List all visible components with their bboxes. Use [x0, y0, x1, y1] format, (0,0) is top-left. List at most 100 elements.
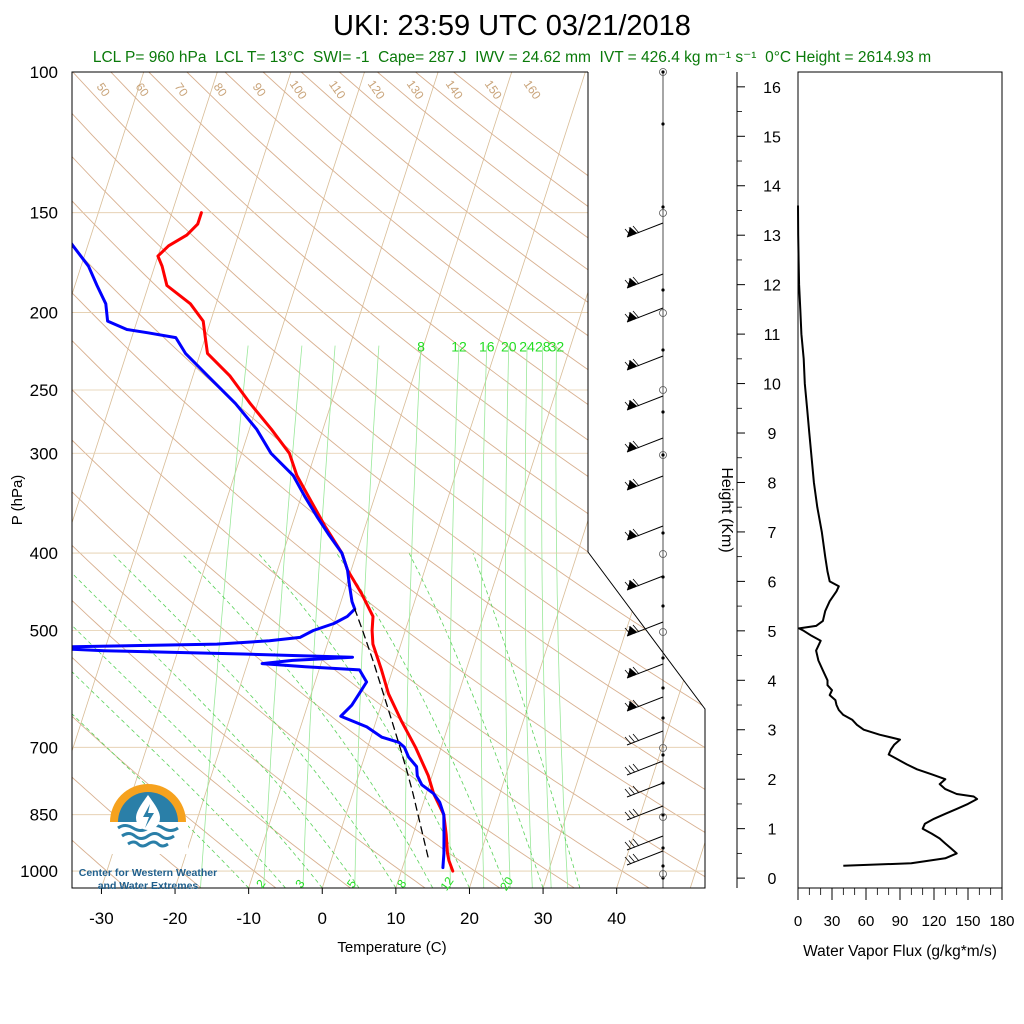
moist-adiabat-line — [408, 552, 544, 888]
wind-level-circle — [659, 550, 667, 558]
moist-adiabat-line — [72, 552, 249, 888]
wind-level-dot — [661, 288, 665, 292]
flux-axis-title: Water Vapor Flux (g/kg*m/s) — [803, 943, 997, 960]
wind-barb-shaft — [626, 307, 664, 323]
flux-tick-label: 60 — [858, 913, 875, 930]
isotherm-line — [395, 72, 660, 888]
pressure-tick-label: 300 — [30, 444, 58, 463]
wind-level-circle — [659, 744, 667, 752]
isotherm-line — [101, 72, 365, 888]
wind-barb-feather — [632, 578, 640, 587]
height-tick-label: 9 — [768, 426, 777, 443]
wind-barb-feather — [624, 856, 632, 865]
wind-barb-shaft — [626, 525, 664, 541]
chart-title: UKI: 23:59 UTC 03/21/2018 — [333, 10, 691, 42]
wind-barb-feather — [624, 581, 632, 590]
moist-adiabat-line — [257, 552, 470, 888]
moist-adiabat-line — [336, 552, 507, 888]
temperature-tick-label: 10 — [386, 909, 405, 928]
chart-subtitle: LCL P= 960 hPa LCL T= 13°C SWI= -1 Cape=… — [0, 48, 1024, 67]
height-tick-label: 5 — [768, 624, 777, 641]
moist-adiabat-line — [72, 552, 286, 888]
flux-profile — [797, 205, 979, 867]
dewpoint-profile — [72, 211, 446, 870]
wind-level-dot — [661, 70, 665, 74]
height-tick-label: 15 — [763, 129, 781, 146]
wind-level-dot — [661, 122, 665, 126]
swi-value: SWI= -1 — [313, 49, 370, 66]
wind-level-circle — [659, 451, 667, 459]
wind-barb-feather — [632, 853, 640, 862]
height-tick-label: 4 — [768, 673, 777, 690]
temperature-tick-label: 30 — [534, 909, 553, 928]
isotherm-line — [764, 72, 1024, 888]
pressure-axis-title: P (hPa) — [9, 475, 26, 526]
flux-tick-label: 120 — [921, 913, 946, 930]
wind-barb-feather — [632, 528, 640, 537]
skewt-clipped-layer — [72, 72, 1024, 888]
mixing-ratio-bottom-label: 12 — [437, 874, 456, 893]
height-tick-label: 11 — [764, 327, 781, 344]
wind-barb-shaft — [626, 395, 664, 411]
wind-barb-feather — [624, 788, 632, 797]
dry-adiabat-line — [148, 72, 705, 888]
wind-level-dot — [661, 876, 665, 880]
wind-barb-shaft — [626, 355, 664, 371]
wind-level-dot — [661, 410, 665, 414]
height-tick-label: 0 — [768, 871, 777, 888]
dry-adiabat-line — [72, 72, 575, 888]
wind-barb-feather — [628, 765, 636, 773]
isotherm-line — [72, 72, 145, 888]
wind-barb-shaft — [626, 730, 664, 746]
wind-barb-feather — [628, 530, 636, 538]
theta-label: 110 — [326, 78, 349, 102]
logo-bolt-icon — [143, 804, 154, 828]
theta-label: 130 — [404, 77, 427, 102]
height-tick-label: 2 — [768, 772, 777, 789]
wind-barb-feather — [632, 666, 640, 675]
wind-barb-shaft — [626, 273, 664, 289]
mixing-ratio-label: 16 — [479, 339, 495, 355]
temperature-tick-label: -20 — [163, 909, 188, 928]
wind-level-dot — [661, 753, 665, 757]
moist-adiabat-line — [72, 552, 360, 888]
wind-barb-feather — [632, 763, 640, 772]
temperature-axis-title: Temperature (C) — [337, 939, 446, 956]
flux-tick-label: 30 — [824, 913, 841, 930]
height-tick-label: 13 — [763, 228, 781, 245]
dry-adiabat-line — [72, 72, 705, 888]
wind-level-circle — [659, 309, 667, 317]
mixing-ratio-line — [504, 345, 511, 888]
wind-barb-feather — [624, 669, 632, 678]
wind-barb-feather — [632, 440, 640, 449]
logo-text-line1: Center for Western Weather — [79, 867, 217, 879]
dry-adiabat-line — [72, 72, 202, 888]
wind-barb-feather — [628, 810, 636, 818]
wind-barb-feather — [632, 276, 640, 285]
wind-barb-shaft — [626, 663, 664, 679]
mixing-ratio-line — [200, 345, 249, 888]
wind-barb-shaft — [626, 475, 664, 491]
flux-tick-label: 0 — [794, 913, 802, 930]
theta-label: 150 — [482, 77, 505, 102]
pressure-tick-label: 150 — [30, 204, 58, 223]
wind-barb-feather — [632, 624, 640, 633]
wind-barb-feather — [632, 808, 640, 817]
wind-barb-feather — [624, 766, 632, 775]
freezing-height: 0°C Height = 2614.93 m — [765, 49, 932, 66]
temperature-tick-label: -10 — [236, 909, 261, 928]
wind-barb-feather — [624, 841, 632, 850]
dry-adiabat-line — [72, 72, 705, 888]
temperature-tick-label: 40 — [607, 909, 626, 928]
mixing-ratio-line — [302, 345, 336, 888]
isotherm-line — [72, 72, 218, 888]
flux-tick-label: 150 — [955, 913, 980, 930]
wind-barb-feather — [632, 358, 640, 367]
theta-label: 90 — [250, 80, 269, 99]
wind-barb-feather — [624, 401, 632, 410]
height-tick-label: 10 — [763, 377, 781, 394]
wind-barb-feather — [624, 531, 632, 540]
wind-barb-feather — [624, 627, 632, 636]
wind-barb-feather — [628, 580, 636, 588]
